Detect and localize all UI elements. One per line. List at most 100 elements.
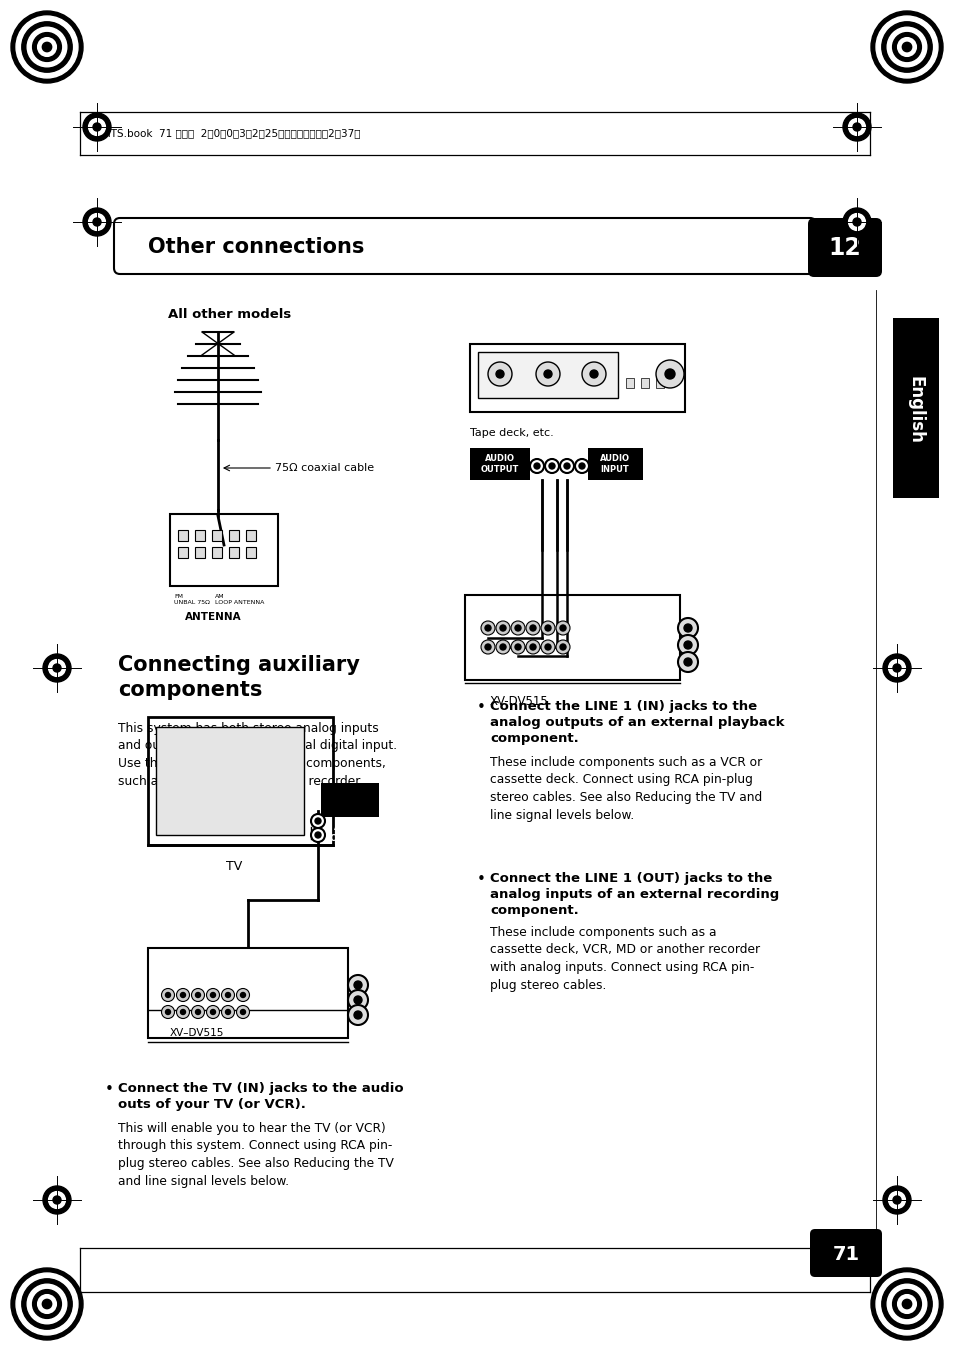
Circle shape bbox=[589, 370, 598, 378]
Bar bbox=[178, 547, 188, 558]
Circle shape bbox=[348, 990, 368, 1011]
Circle shape bbox=[92, 123, 101, 131]
Circle shape bbox=[875, 16, 937, 78]
Text: All other models: All other models bbox=[168, 308, 291, 322]
Text: AUDIO
INPUT: AUDIO INPUT bbox=[599, 454, 629, 474]
Circle shape bbox=[887, 1192, 904, 1208]
Circle shape bbox=[842, 208, 870, 236]
Circle shape bbox=[161, 1005, 174, 1019]
Circle shape bbox=[581, 362, 605, 386]
Text: •: • bbox=[476, 871, 485, 888]
Bar bbox=[246, 547, 255, 558]
Circle shape bbox=[480, 621, 495, 635]
Circle shape bbox=[892, 663, 900, 671]
Bar bbox=[178, 530, 188, 540]
Circle shape bbox=[89, 119, 105, 135]
Circle shape bbox=[882, 1186, 910, 1215]
Text: ANTENNA: ANTENNA bbox=[185, 612, 241, 621]
Circle shape bbox=[496, 370, 503, 378]
Circle shape bbox=[575, 459, 588, 473]
Circle shape bbox=[842, 113, 870, 141]
Text: XV–DV515: XV–DV515 bbox=[170, 1028, 224, 1038]
Circle shape bbox=[656, 359, 683, 388]
Circle shape bbox=[556, 640, 569, 654]
Bar bbox=[320, 784, 378, 817]
Bar bbox=[148, 948, 348, 1038]
Circle shape bbox=[32, 32, 61, 61]
Text: •: • bbox=[105, 1082, 113, 1097]
Circle shape bbox=[221, 1005, 234, 1019]
Text: This will enable you to hear the TV (or VCR)
through this system. Connect using : This will enable you to hear the TV (or … bbox=[118, 1121, 394, 1188]
Circle shape bbox=[180, 1009, 185, 1015]
Circle shape bbox=[559, 644, 565, 650]
Circle shape bbox=[540, 640, 555, 654]
Circle shape bbox=[354, 1011, 361, 1019]
Circle shape bbox=[314, 832, 320, 838]
FancyBboxPatch shape bbox=[809, 1229, 882, 1277]
Circle shape bbox=[530, 644, 536, 650]
Bar bbox=[656, 378, 663, 388]
Circle shape bbox=[192, 989, 204, 1001]
Circle shape bbox=[530, 459, 543, 473]
Text: 75Ω coaxial cable: 75Ω coaxial cable bbox=[274, 463, 374, 473]
Circle shape bbox=[176, 1005, 190, 1019]
Bar bbox=[212, 530, 222, 540]
Circle shape bbox=[897, 1294, 916, 1313]
Text: Connecting auxiliary: Connecting auxiliary bbox=[118, 655, 359, 676]
Text: This system has both stereo analog inputs
and outputs, as well as a optical digi: This system has both stereo analog input… bbox=[118, 721, 396, 788]
Circle shape bbox=[870, 11, 942, 82]
Circle shape bbox=[892, 1290, 921, 1319]
Bar bbox=[148, 717, 333, 844]
FancyBboxPatch shape bbox=[807, 218, 882, 277]
Text: AUDIO
OUTPUT: AUDIO OUTPUT bbox=[480, 454, 518, 474]
Circle shape bbox=[511, 621, 524, 635]
Circle shape bbox=[165, 993, 171, 997]
Circle shape bbox=[852, 123, 861, 131]
Bar bbox=[587, 449, 642, 480]
Bar bbox=[640, 378, 648, 388]
Bar bbox=[470, 449, 530, 480]
Circle shape bbox=[22, 22, 72, 72]
Circle shape bbox=[240, 1009, 245, 1015]
Text: Connect the LINE 1 (OUT) jacks to the: Connect the LINE 1 (OUT) jacks to the bbox=[490, 871, 771, 885]
Circle shape bbox=[530, 626, 536, 631]
Circle shape bbox=[348, 975, 368, 994]
Circle shape bbox=[664, 369, 675, 380]
Text: components: components bbox=[118, 680, 262, 700]
Circle shape bbox=[484, 644, 491, 650]
Text: •: • bbox=[476, 700, 485, 715]
Circle shape bbox=[83, 113, 111, 141]
Circle shape bbox=[496, 621, 510, 635]
Circle shape bbox=[525, 640, 539, 654]
Text: Connect the TV (IN) jacks to the audio: Connect the TV (IN) jacks to the audio bbox=[118, 1082, 403, 1096]
Circle shape bbox=[683, 640, 691, 648]
Circle shape bbox=[165, 1009, 171, 1015]
Text: Connect the LINE 1 (IN) jacks to the: Connect the LINE 1 (IN) jacks to the bbox=[490, 700, 757, 713]
Circle shape bbox=[53, 663, 61, 671]
Circle shape bbox=[195, 993, 200, 997]
Text: TV: TV bbox=[226, 861, 242, 873]
Circle shape bbox=[556, 621, 569, 635]
Circle shape bbox=[348, 1005, 368, 1025]
Bar bbox=[194, 530, 205, 540]
Circle shape bbox=[892, 32, 921, 61]
Bar bbox=[156, 727, 304, 835]
Circle shape bbox=[543, 370, 552, 378]
Circle shape bbox=[848, 119, 864, 135]
Text: 12: 12 bbox=[828, 236, 861, 259]
Text: HTS.book  71 ページ  2　0　0　3年2月25日　火曜日　午後2時37分: HTS.book 71 ページ 2 0 0 3年2月25日 火曜日 午後2時37… bbox=[103, 128, 360, 138]
Circle shape bbox=[211, 993, 215, 997]
Circle shape bbox=[544, 644, 551, 650]
Circle shape bbox=[886, 1285, 925, 1324]
Text: XV-DV515: XV-DV515 bbox=[490, 694, 548, 708]
Circle shape bbox=[515, 626, 520, 631]
Circle shape bbox=[211, 1009, 215, 1015]
Circle shape bbox=[11, 11, 83, 82]
Circle shape bbox=[559, 626, 565, 631]
Circle shape bbox=[176, 989, 190, 1001]
Circle shape bbox=[499, 644, 505, 650]
Circle shape bbox=[511, 640, 524, 654]
Circle shape bbox=[225, 993, 231, 997]
Circle shape bbox=[882, 654, 910, 682]
Circle shape bbox=[484, 626, 491, 631]
